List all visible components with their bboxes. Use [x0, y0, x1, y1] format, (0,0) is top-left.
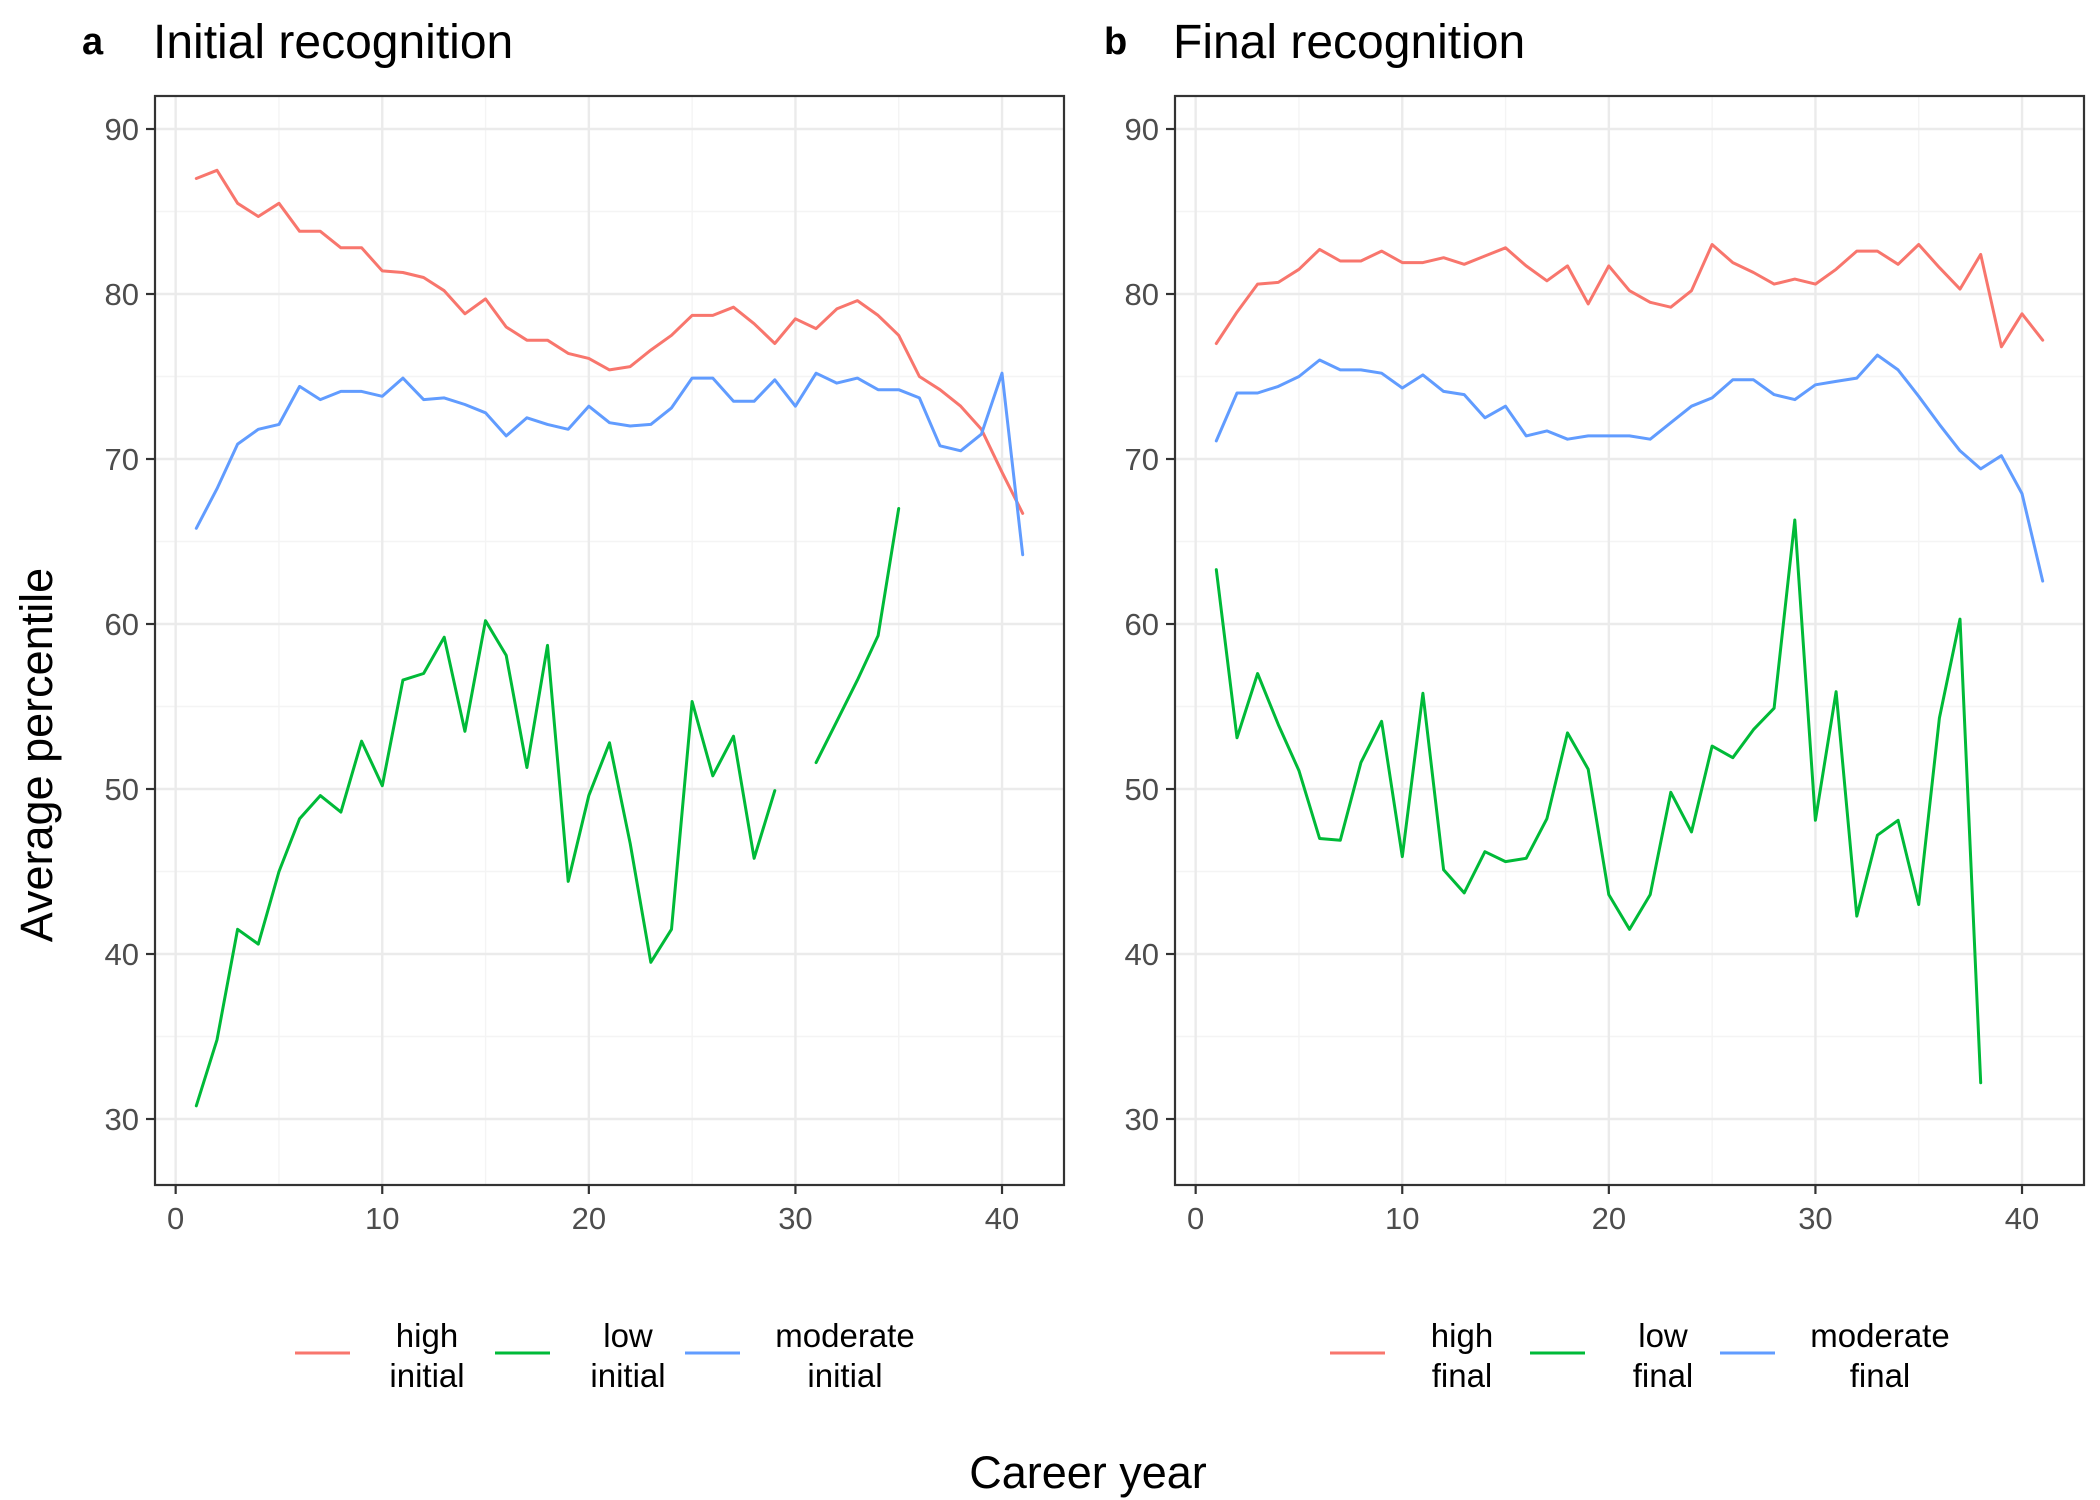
legend-label-line1: low: [1638, 1317, 1688, 1354]
legend-label-line2: final: [1850, 1357, 1911, 1394]
x-tick-label: 30: [778, 1201, 812, 1236]
legend-label-line1: high: [1431, 1317, 1493, 1354]
panel-border: [153, 94, 1066, 1187]
panel-b: b Final recognition 30 40 50 60 70 80 90 0 10 20 30 4…: [1104, 16, 2086, 1394]
x-tick-label: 40: [2005, 1201, 2039, 1236]
series-line-high-initial: [194, 168, 1025, 515]
y-tick-label: 50: [1125, 772, 1159, 807]
x-tick-label: 30: [1798, 1201, 1832, 1236]
y-tick-label: 70: [1125, 442, 1159, 477]
legend-label-line2: initial: [807, 1357, 882, 1394]
x-tick-label: 20: [572, 1201, 606, 1236]
y-axis-title: Average percentile: [11, 568, 62, 942]
legend-label-line2: initial: [389, 1357, 464, 1394]
y-tick-label: 90: [105, 112, 139, 147]
x-tick-label: 20: [1592, 1201, 1626, 1236]
x-tick-label: 10: [1385, 1201, 1419, 1236]
legend-label-line2: initial: [590, 1357, 665, 1394]
y-tick-label: 80: [1125, 277, 1159, 312]
y-tick-label: 30: [1125, 1102, 1159, 1137]
series-line-high-final: [1214, 243, 2045, 349]
y-tick-label: 70: [105, 442, 139, 477]
panel-border: [1173, 94, 2086, 1187]
panel-title: Initial recognition: [153, 16, 513, 69]
legend-label-line1: moderate: [1810, 1317, 1949, 1354]
y-tick-label: 40: [1125, 937, 1159, 972]
y-tick-label: 80: [105, 277, 139, 312]
legend-label-line1: high: [396, 1317, 458, 1354]
y-tick-label: 40: [105, 937, 139, 972]
x-tick-label: 40: [985, 1201, 1019, 1236]
panel-letter: b: [1104, 21, 1127, 63]
panel-letter: a: [82, 21, 104, 63]
x-axis-title: Career year: [969, 1447, 1207, 1498]
series-line-low-initial: [194, 507, 901, 1108]
legend-label-line1: moderate: [775, 1317, 914, 1354]
legend-label-line2: final: [1633, 1357, 1694, 1394]
series-line-low-final: [1214, 518, 1983, 1085]
panel-title: Final recognition: [1173, 16, 1525, 69]
y-tick-label: 60: [1125, 607, 1159, 642]
panel-a: a Initial recognition 30 40 50 60 70 80 90 0 10 20 3…: [82, 16, 1066, 1394]
x-tick-label: 0: [167, 1201, 184, 1236]
x-tick-label: 0: [1187, 1201, 1204, 1236]
y-tick-label: 60: [105, 607, 139, 642]
y-tick-label: 30: [105, 1102, 139, 1137]
legend-label-line2: final: [1432, 1357, 1493, 1394]
x-tick-label: 10: [365, 1201, 399, 1236]
legend-label-line1: low: [603, 1317, 653, 1354]
series-line-moderate-final: [1214, 353, 2045, 583]
series-line-moderate-initial: [194, 371, 1025, 557]
y-tick-label: 50: [105, 772, 139, 807]
y-tick-label: 90: [1125, 112, 1159, 147]
